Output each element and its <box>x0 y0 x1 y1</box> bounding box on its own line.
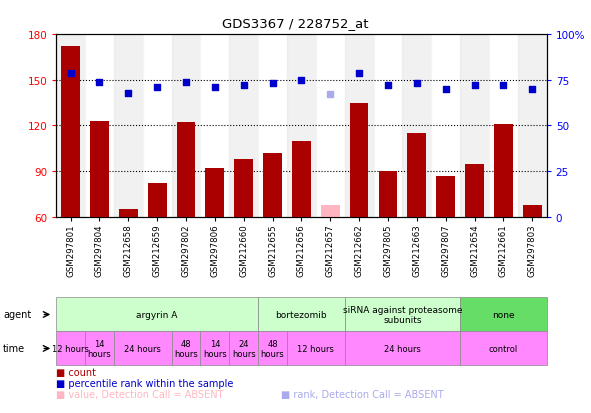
Text: 24 hours: 24 hours <box>384 344 421 353</box>
Bar <box>494 125 513 217</box>
Bar <box>287 35 316 217</box>
Text: bortezomib: bortezomib <box>275 310 327 319</box>
Bar <box>148 184 167 217</box>
Bar <box>177 123 196 217</box>
Text: 48
hours: 48 hours <box>261 339 284 358</box>
Bar <box>379 172 397 217</box>
Bar <box>61 47 80 217</box>
Point <box>499 83 508 89</box>
Bar <box>258 35 287 217</box>
Text: agent: agent <box>3 310 31 320</box>
Text: none: none <box>492 310 515 319</box>
Point <box>181 79 191 86</box>
Bar <box>171 35 200 217</box>
Text: time: time <box>3 344 25 354</box>
Point <box>95 79 104 86</box>
Text: 48
hours: 48 hours <box>174 339 198 358</box>
Point <box>441 86 450 93</box>
Bar <box>206 169 224 217</box>
Text: ■ percentile rank within the sample: ■ percentile rank within the sample <box>56 378 233 388</box>
Text: GDS3367 / 228752_at: GDS3367 / 228752_at <box>222 17 369 29</box>
Bar <box>85 35 114 217</box>
Point <box>210 85 220 91</box>
Point <box>412 81 421 88</box>
Bar <box>90 121 109 217</box>
Bar <box>460 35 489 217</box>
Point <box>239 83 248 89</box>
Text: control: control <box>489 344 518 353</box>
Text: ■ count: ■ count <box>56 368 96 377</box>
Point <box>470 83 479 89</box>
Bar <box>407 134 426 217</box>
Point <box>326 92 335 99</box>
Text: siRNA against proteasome
subunits: siRNA against proteasome subunits <box>343 305 462 324</box>
Point <box>152 85 162 91</box>
Text: ■ value, Detection Call = ABSENT: ■ value, Detection Call = ABSENT <box>56 389 223 399</box>
Bar <box>350 103 369 217</box>
Text: 12 hours: 12 hours <box>52 344 89 353</box>
Text: 24
hours: 24 hours <box>232 339 255 358</box>
Bar <box>263 154 282 217</box>
Text: 14
hours: 14 hours <box>87 339 111 358</box>
Bar <box>142 35 171 217</box>
Point <box>355 70 364 77</box>
Bar <box>114 35 142 217</box>
Bar <box>523 205 541 217</box>
Bar <box>316 35 345 217</box>
Bar <box>345 35 374 217</box>
Text: 12 hours: 12 hours <box>297 344 335 353</box>
Bar <box>518 35 547 217</box>
Bar <box>229 35 258 217</box>
Bar <box>402 35 431 217</box>
Bar <box>234 159 253 217</box>
Bar <box>119 210 138 217</box>
Bar <box>431 35 460 217</box>
Bar <box>465 164 484 217</box>
Text: argyrin A: argyrin A <box>137 310 178 319</box>
Text: ■ rank, Detection Call = ABSENT: ■ rank, Detection Call = ABSENT <box>281 389 443 399</box>
Bar <box>436 176 455 217</box>
Bar <box>321 205 340 217</box>
Text: 14
hours: 14 hours <box>203 339 227 358</box>
Bar <box>56 35 85 217</box>
Point <box>383 83 392 89</box>
Text: 24 hours: 24 hours <box>124 344 161 353</box>
Point <box>124 90 133 97</box>
Bar <box>200 35 229 217</box>
Point <box>297 77 306 84</box>
Point <box>66 70 75 77</box>
Point <box>528 86 537 93</box>
Bar <box>489 35 518 217</box>
Bar <box>292 141 311 217</box>
Bar <box>374 35 402 217</box>
Point <box>268 81 277 88</box>
